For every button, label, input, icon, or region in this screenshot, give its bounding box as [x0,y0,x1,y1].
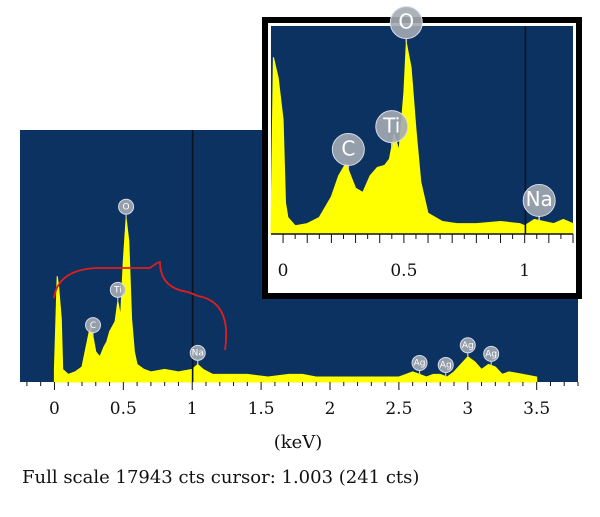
main-peak-marker [437,356,454,373]
inset-peak-label: Na [526,187,553,211]
inset-peak-marker [375,110,409,144]
main-peak-marker [85,317,102,334]
inset-x-tick-label: 1 [519,261,530,281]
x-tick-label: 0.5 [110,399,137,419]
inset-peak-label: C [341,136,355,160]
main-peak-marker [459,337,476,354]
x-tick-label: 3.5 [523,399,550,419]
x-axis-label: (keV) [274,432,323,453]
main-peak-marker [189,344,206,361]
main-peak-label: Ag [485,350,497,360]
inset-peak-label: O [398,9,414,33]
main-peak-marker [118,198,135,215]
x-tick-label: 0 [49,399,60,419]
main-peak-label: O [123,202,130,212]
main-x-axis: 0 0.5 1 1.5 2 2.5 3 3.5 [26,382,579,419]
inset-x-tick-label: 0 [278,261,289,281]
main-peak-marker [109,281,126,298]
inset-peak-marker [331,133,365,167]
main-peak-label: Na [192,349,204,359]
inset-peak-label: Ti [382,113,400,137]
x-tick-label: 2 [325,399,336,419]
inset-plot: C Ti O Na 0 0.5 1 [262,6,582,299]
bracket-annotation [53,261,227,351]
main-peak-label: C [90,321,96,331]
main-peak-label: Ag [414,359,426,369]
x-tick-label: 1 [187,399,198,419]
inset-peak-marker [389,6,423,40]
main-peak-label: Ag [440,361,452,371]
x-tick-label: 1.5 [248,399,275,419]
main-peak-marker [483,345,500,362]
main-peak-label: Ti [113,286,122,296]
x-tick-label: 2.5 [385,399,412,419]
inset-peak-marker [522,183,556,217]
inset-x-tick-label: 0.5 [390,261,417,281]
x-tick-label: 3 [462,399,473,419]
main-peak-label: Ag [462,341,474,351]
status-readout: Full scale 17943 cts cursor: 1.003 (241 … [22,467,420,488]
main-peak-marker [411,354,428,371]
